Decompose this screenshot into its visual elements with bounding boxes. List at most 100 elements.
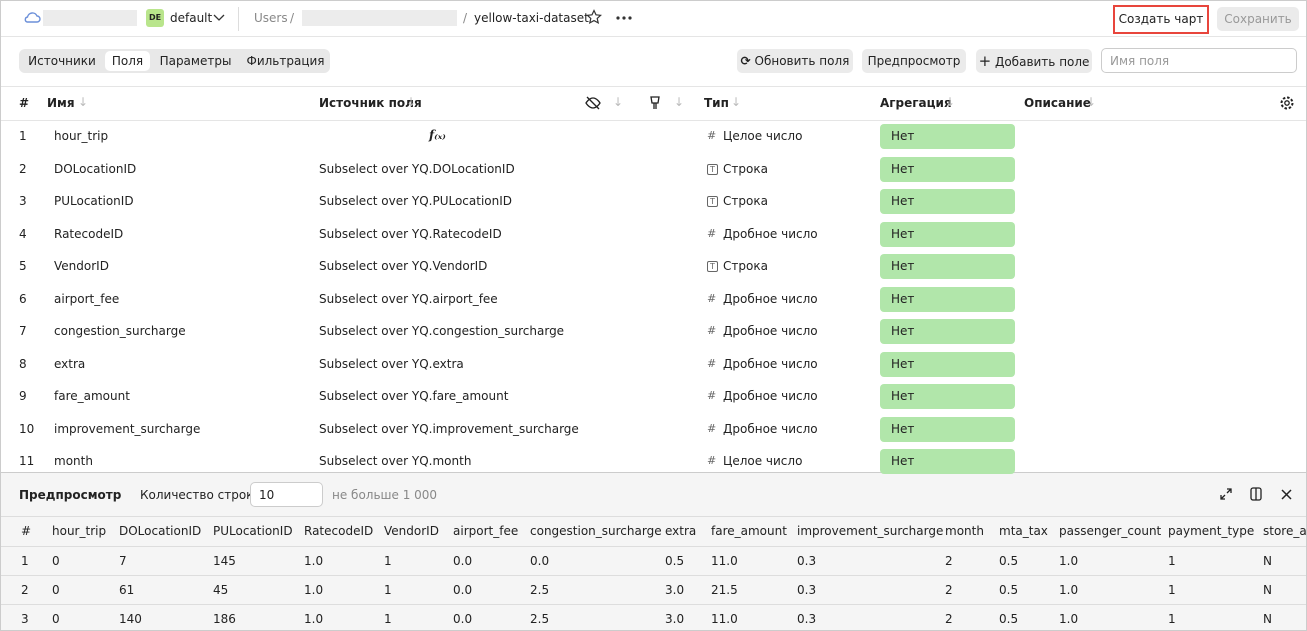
preview-cell: 2	[21, 583, 29, 597]
aggregation[interactable]: Нет	[880, 286, 1015, 312]
preview-cell: 3.0	[665, 583, 685, 597]
close-icon[interactable]	[1281, 489, 1292, 500]
workspace[interactable]: default	[170, 11, 213, 25]
add-field-button[interactable]: + Добавить поле	[976, 49, 1092, 73]
preview-row-line	[1, 604, 1306, 605]
field-type[interactable]: Целое число	[723, 454, 803, 468]
split-icon[interactable]	[1250, 487, 1262, 501]
field-name[interactable]: PULocationID	[54, 194, 134, 208]
field-name[interactable]: VendorID	[54, 259, 109, 273]
type-icon: #	[707, 324, 717, 337]
preview-cell: 0.0	[453, 583, 473, 597]
save-button[interactable]: Сохранить	[1217, 7, 1299, 31]
hidden-icon[interactable]	[585, 96, 601, 110]
field-name[interactable]: extra	[54, 356, 86, 371]
preview-cell: 0.3	[797, 583, 817, 597]
field-type[interactable]: Целое число	[723, 129, 803, 143]
sort-icon: ↓	[406, 95, 417, 109]
preview-cell: 1.0	[304, 612, 324, 626]
preview-column-header: airport_fee	[453, 524, 519, 538]
field-type[interactable]: Дробное число	[723, 291, 818, 306]
field-type[interactable]: Дробное число	[723, 421, 818, 436]
tab[interactable]: Источники	[28, 54, 96, 68]
field-type[interactable]: Дробное число	[723, 324, 818, 338]
aggregation[interactable]: Нет	[880, 449, 1015, 474]
field-source: Subselect over YQ.RatecodeID	[319, 226, 502, 241]
preview-column-header: fare_amount	[711, 524, 787, 538]
plus-icon: +	[978, 52, 992, 70]
field-type[interactable]: Строка	[723, 259, 768, 273]
aggregation[interactable]: Нет	[880, 189, 1015, 214]
aggregation[interactable]: Нет	[880, 351, 1015, 377]
field-type[interactable]: Дробное число	[723, 389, 818, 403]
preview-cell: 3.0	[665, 612, 685, 626]
field-name[interactable]: hour_trip	[54, 129, 109, 143]
preview-column-header: extra	[665, 524, 697, 538]
aggregation[interactable]: Нет	[880, 124, 1015, 149]
column-header[interactable]: Источник поля	[319, 96, 422, 110]
preview-cell: 0	[52, 612, 60, 626]
column-header[interactable]: Тип	[704, 96, 729, 110]
preview-button[interactable]: Предпросмотр	[862, 49, 966, 73]
aggregation[interactable]: Нет	[880, 319, 1015, 344]
field-name[interactable]: RatecodeID	[54, 226, 124, 241]
field-type[interactable]: Строка	[723, 161, 768, 176]
preview-cell: 1	[21, 554, 29, 568]
field-name[interactable]: improvement_surcharge	[54, 421, 201, 436]
column-header[interactable]: Описание	[1024, 96, 1091, 110]
aggregation[interactable]: Нет	[880, 254, 1015, 279]
preview-cell: 0.5	[999, 554, 1019, 568]
refresh-button[interactable]: ⟳ Обновить поля	[737, 49, 853, 73]
tab[interactable]: Поля	[105, 51, 150, 71]
aggregation[interactable]: Нет	[880, 156, 1015, 182]
preview-cell: 140	[119, 612, 142, 626]
field-name[interactable]: fare_amount	[54, 389, 130, 403]
tab[interactable]: Фильтрация	[246, 54, 325, 68]
type-icon: T	[707, 163, 718, 175]
breadcrumb[interactable]: Users	[254, 11, 288, 25]
search-input[interactable]: Имя поля	[1101, 48, 1297, 73]
field-source: Subselect over YQ.month	[319, 454, 472, 468]
expand-icon[interactable]	[1220, 488, 1232, 500]
preview-cell: 145	[213, 554, 236, 568]
divider	[1, 120, 1306, 121]
row-number: 11	[19, 454, 35, 468]
field-name[interactable]: congestion_surcharge	[54, 324, 186, 338]
field-type[interactable]: Строка	[723, 194, 768, 208]
create-chart-button[interactable]: Создать чарт	[1113, 5, 1209, 34]
preview-cell: 45	[213, 583, 229, 597]
row-number: 3	[19, 194, 27, 208]
redacted	[43, 10, 137, 26]
workspace-badge: DE	[146, 9, 164, 27]
preview-cell: 3	[21, 612, 29, 626]
preview-cell: 0.0	[453, 554, 473, 568]
field-type[interactable]: Дробное число	[723, 356, 818, 371]
sort-icon: ↓	[78, 95, 89, 109]
filter-icon[interactable]	[649, 95, 661, 111]
aggregation[interactable]: Нет	[880, 416, 1015, 442]
dataset-name: yellow-taxi-dataset	[474, 11, 589, 25]
settings-icon[interactable]	[1279, 95, 1295, 111]
preview-column-header: mta_tax	[999, 524, 1048, 538]
aggregation[interactable]: Нет	[880, 384, 1015, 409]
field-type[interactable]: Дробное число	[723, 226, 818, 241]
chevron[interactable]	[213, 13, 225, 23]
separator: /	[463, 11, 468, 25]
preview-cell: 1	[384, 583, 392, 597]
tab[interactable]: Параметры	[159, 54, 232, 68]
field-name[interactable]: airport_fee	[54, 291, 120, 306]
more-icon[interactable]	[615, 15, 633, 21]
field-name[interactable]: DOLocationID	[54, 161, 137, 176]
field-name[interactable]: month	[54, 454, 93, 468]
column-header[interactable]: Имя	[47, 96, 75, 110]
divider	[1, 36, 1306, 37]
field-source: Subselect over YQ.DOLocationID	[319, 161, 515, 176]
star-icon[interactable]	[586, 9, 602, 25]
aggregation[interactable]: Нет	[880, 221, 1015, 247]
redacted	[302, 10, 457, 26]
sort-icon: ↓	[731, 95, 742, 109]
preview-cell: 1.0	[1059, 583, 1079, 597]
column-header[interactable]: Агрегация	[880, 96, 952, 110]
rows-count-input[interactable]: 10	[250, 482, 323, 507]
field-source: Subselect over YQ.PULocationID	[319, 194, 513, 208]
